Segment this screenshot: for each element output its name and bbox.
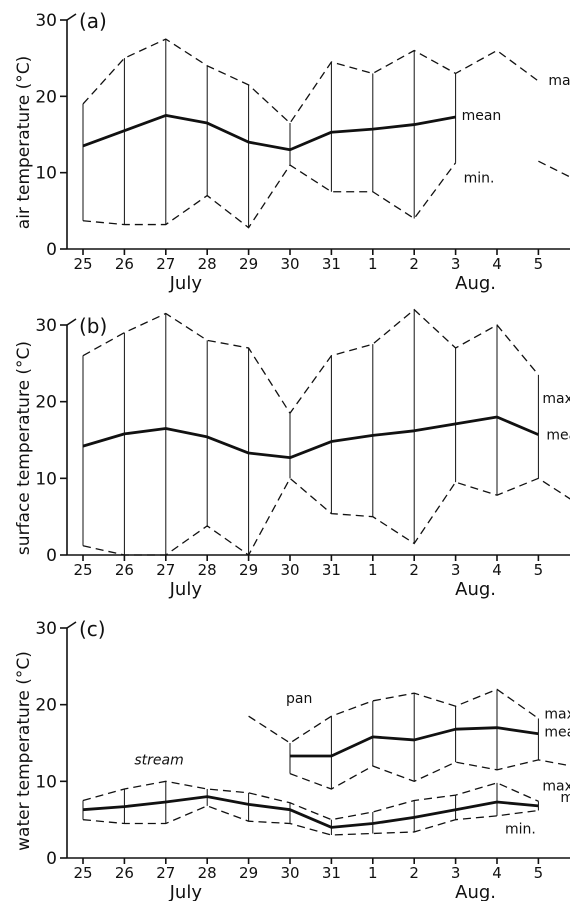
x-tick-label: 2 — [409, 561, 419, 579]
series-stream-mean — [82, 795, 539, 829]
x-tick-label: 27 — [156, 864, 175, 882]
series-min — [82, 477, 570, 556]
month-label-aug: Aug. — [455, 882, 496, 901]
month-label-aug: Aug. — [455, 273, 496, 294]
series-label-max: max. — [548, 73, 570, 89]
x-tick-label: 30 — [280, 561, 299, 579]
panel-c: 010203025262728293031123456JulyAug.(c)wa… — [14, 617, 570, 901]
x-tick-label: 28 — [198, 561, 217, 579]
y-tick-label: 10 — [35, 469, 57, 489]
series-pan-max — [248, 688, 539, 744]
x-tick-label: 25 — [73, 561, 92, 579]
month-label-aug: Aug. — [455, 579, 496, 600]
x-tick-label: 1 — [368, 255, 378, 273]
y-axis-title: air temperature (°C) — [14, 56, 34, 229]
panel-a: 010203025262728293031123456JulyAug.(a)ai… — [14, 9, 570, 294]
x-tick-label: 29 — [239, 561, 258, 579]
y-tick-label: 0 — [46, 546, 57, 566]
x-tick-label: 27 — [156, 561, 175, 579]
x-tick-label: 31 — [322, 864, 341, 882]
x-tick-label: 29 — [239, 255, 258, 273]
panel-label: (c) — [79, 617, 106, 641]
series-label-min: min. — [464, 171, 495, 187]
x-tick-label: 26 — [115, 864, 134, 882]
series-mean — [82, 114, 456, 152]
x-tick-label: 4 — [492, 864, 502, 882]
y-tick-label: 0 — [46, 849, 57, 869]
series-label-mean: mean — [462, 108, 502, 124]
series-max — [82, 308, 539, 415]
y-tick-label: 30 — [35, 11, 57, 31]
x-tick-label: 26 — [115, 561, 134, 579]
x-tick-label: 5 — [534, 255, 544, 273]
x-tick-label: 4 — [492, 255, 502, 273]
x-tick-label: 1 — [368, 561, 378, 579]
x-tick-label: 2 — [409, 864, 419, 882]
x-tick-label: 3 — [451, 255, 461, 273]
x-tick-label: 29 — [239, 864, 258, 882]
x-tick-label: 31 — [322, 255, 341, 273]
x-tick-label: 27 — [156, 255, 175, 273]
x-tick-label: 28 — [198, 864, 217, 882]
panel-b: 010203025262728293031123456JulyAug.(b)su… — [14, 308, 570, 600]
x-tick-label: 26 — [115, 255, 134, 273]
month-label-july: July — [169, 273, 203, 294]
annotation-pan: pan — [286, 691, 312, 707]
x-tick-label: 3 — [451, 864, 461, 882]
y-axis-cap — [66, 13, 77, 21]
y-axis-cap — [66, 318, 77, 326]
x-tick-label: 4 — [492, 561, 502, 579]
y-tick-label: 30 — [35, 316, 57, 336]
y-tick-label: 10 — [35, 164, 57, 184]
x-tick-label: 31 — [322, 561, 341, 579]
x-tick-label: 5 — [534, 561, 544, 579]
series-stream-min — [82, 805, 539, 836]
y-axis-cap — [66, 621, 77, 629]
x-tick-label: 30 — [280, 255, 299, 273]
annotation-stream: stream — [134, 752, 183, 768]
series-label-max: max. — [544, 706, 570, 722]
series-label-mean: mean — [544, 724, 570, 740]
y-tick-label: 20 — [35, 696, 57, 716]
x-tick-label: 1 — [368, 864, 378, 882]
x-tick-label: 5 — [534, 864, 544, 882]
x-tick-label: 2 — [409, 255, 419, 273]
month-label-july: July — [169, 579, 203, 600]
x-tick-label: 28 — [198, 255, 217, 273]
y-tick-label: 10 — [35, 772, 57, 792]
y-tick-label: 0 — [46, 240, 57, 260]
y-tick-label: 20 — [35, 87, 57, 107]
x-tick-label: 25 — [73, 864, 92, 882]
series-min — [82, 162, 457, 229]
series-pan-min — [289, 759, 570, 790]
series-stream-max — [82, 780, 539, 821]
series-segment — [538, 160, 570, 178]
series-label-max: max. — [542, 779, 570, 795]
panel-label: (b) — [79, 314, 107, 338]
x-tick-label: 30 — [280, 864, 299, 882]
series-label-max: max. — [542, 391, 570, 407]
x-tick-label: 3 — [451, 561, 461, 579]
series-pan-mean — [290, 726, 539, 758]
y-tick-label: 20 — [35, 393, 57, 413]
month-label-july: July — [169, 882, 203, 901]
series-label-mean: mean — [560, 790, 570, 806]
x-tick-label: 25 — [73, 255, 92, 273]
y-axis-title: surface temperature (°C) — [14, 341, 34, 555]
series-label-min: min. — [505, 821, 536, 837]
series-label-mean: mean — [546, 428, 570, 444]
series-mean — [82, 415, 539, 460]
panel-label: (a) — [79, 9, 107, 33]
y-axis-title: water temperature (°C) — [14, 651, 34, 851]
y-tick-label: 30 — [35, 619, 57, 639]
